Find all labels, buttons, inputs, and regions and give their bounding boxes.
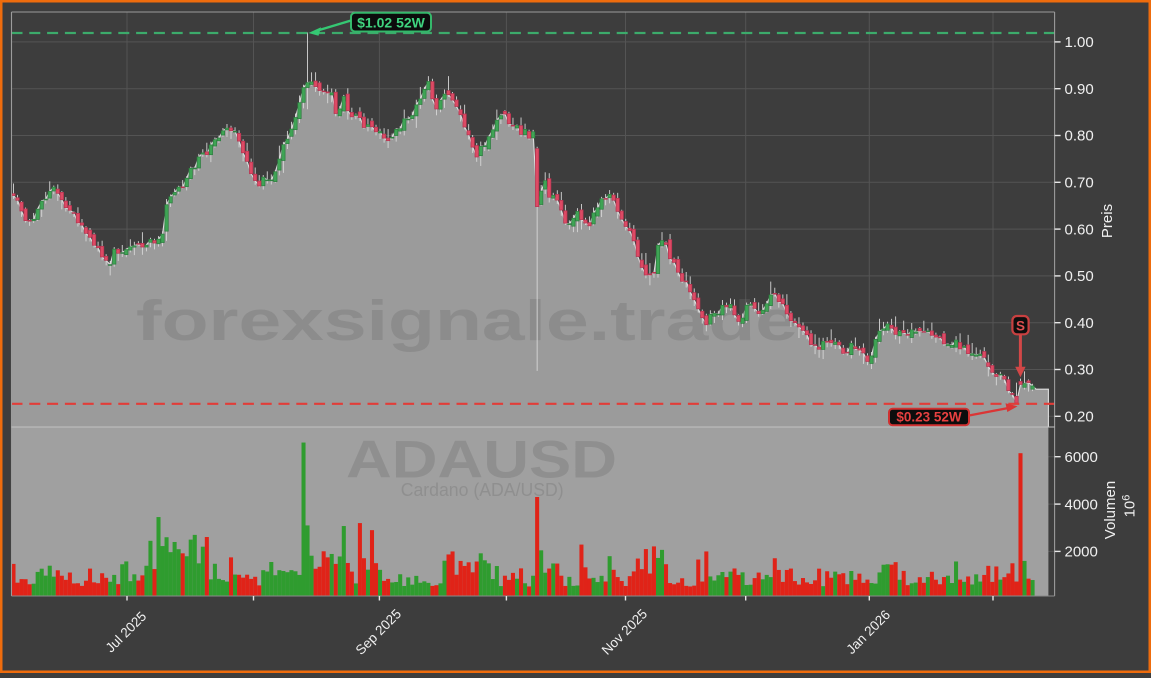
- svg-text:ADAUSD: ADAUSD: [346, 431, 617, 490]
- svg-text:2000: 2000: [1065, 544, 1098, 561]
- svg-text:$1.02 52W: $1.02 52W: [357, 14, 425, 30]
- svg-text:4000: 4000: [1065, 496, 1098, 513]
- svg-text:Volumen: Volumen: [1102, 481, 1119, 539]
- svg-text:6000: 6000: [1065, 449, 1098, 466]
- svg-text:forexsignale.trade: forexsignale.trade: [136, 289, 798, 353]
- svg-text:0.30: 0.30: [1065, 362, 1094, 379]
- svg-text:0.40: 0.40: [1065, 315, 1094, 332]
- svg-text:0.80: 0.80: [1065, 128, 1094, 145]
- svg-text:Preis: Preis: [1099, 204, 1116, 238]
- svg-text:S: S: [1016, 318, 1025, 333]
- svg-text:0.60: 0.60: [1065, 221, 1094, 238]
- svg-text:Cardano (ADA/USD): Cardano (ADA/USD): [401, 480, 564, 500]
- svg-text:0.70: 0.70: [1065, 175, 1094, 192]
- svg-text:1.00: 1.00: [1065, 34, 1094, 51]
- svg-text:0.20: 0.20: [1065, 409, 1094, 426]
- svg-text:0.50: 0.50: [1065, 268, 1094, 285]
- svg-text:$0.23 52W: $0.23 52W: [896, 410, 962, 425]
- svg-text:0.90: 0.90: [1065, 81, 1094, 98]
